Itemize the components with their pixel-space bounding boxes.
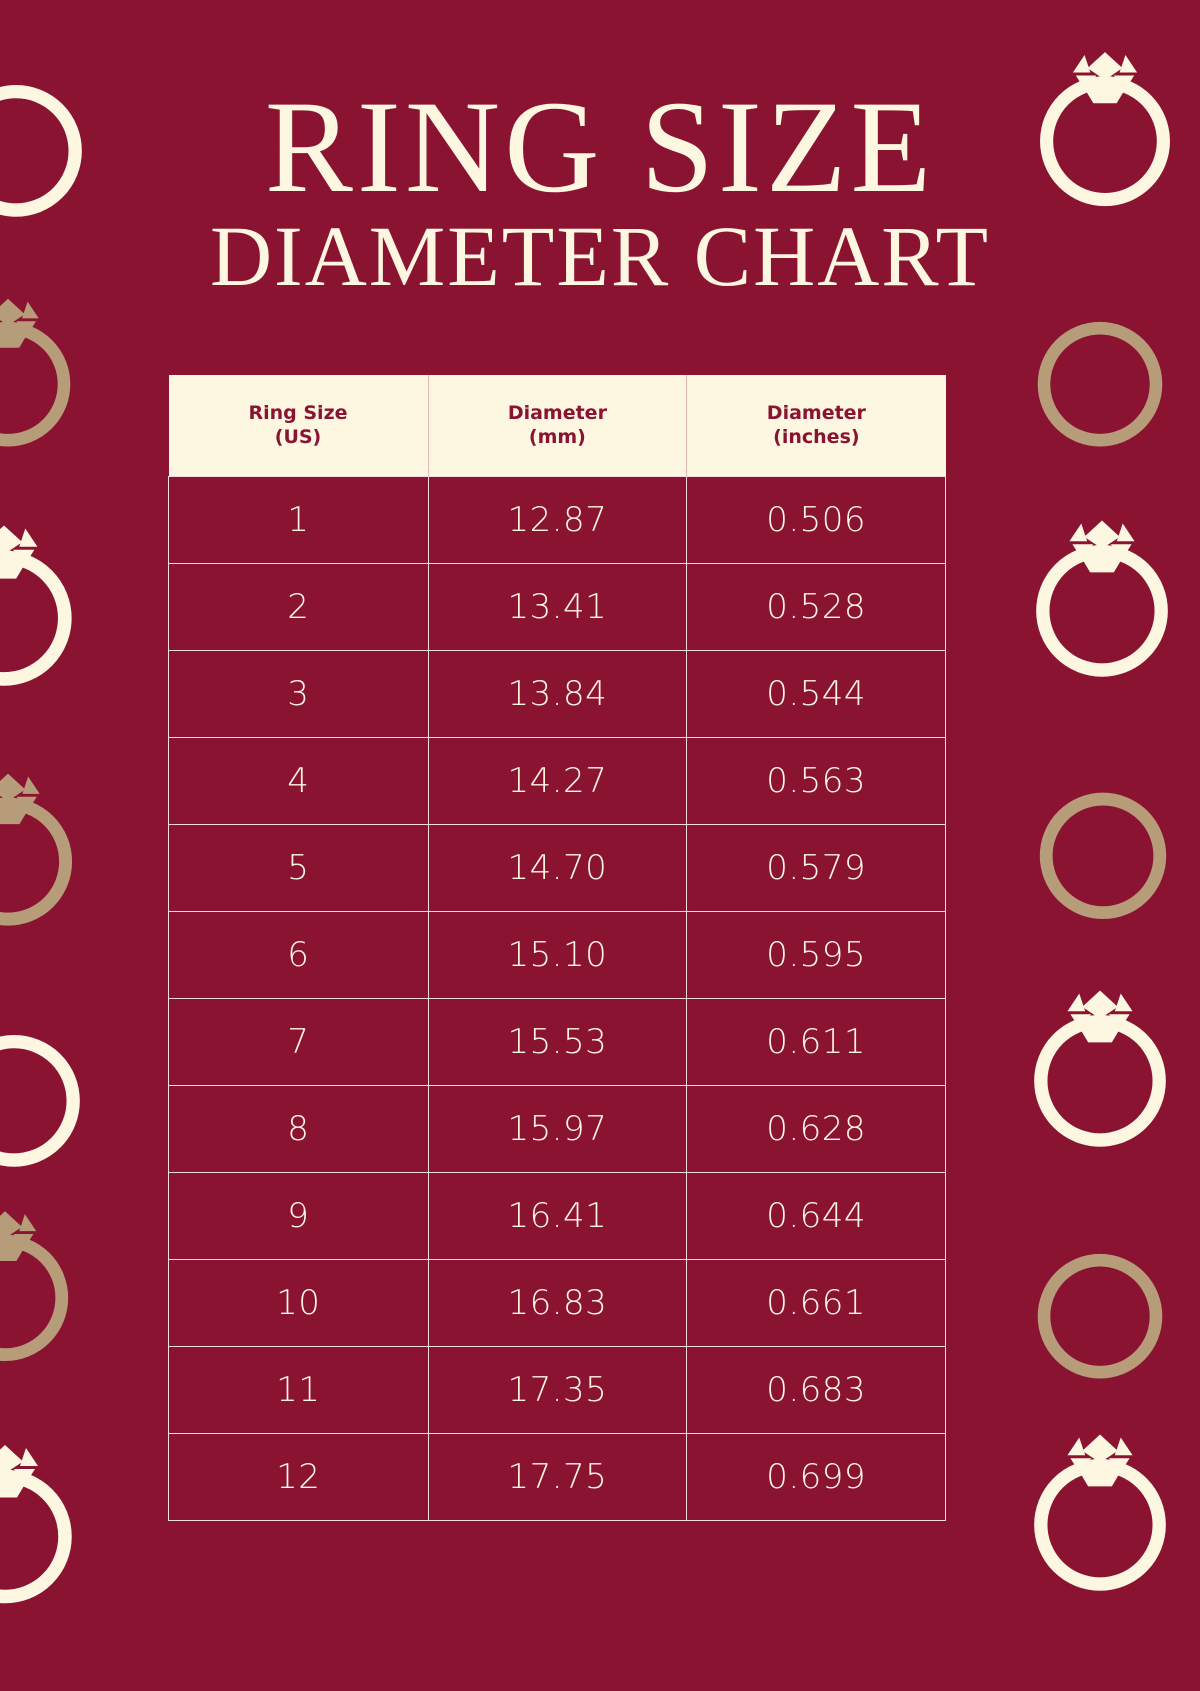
diameter-inches-cell: 0.595 (686, 910, 946, 999)
diameter-inches-cell: 0.611 (686, 997, 946, 1086)
column-header-diameter-mm-line2: (mm) (528, 426, 586, 449)
diameter-inches-cell: 0.661 (686, 1258, 946, 1347)
table-row: 11 17.35 0.683 (168, 1345, 946, 1434)
diameter-mm-cell: 12.87 (427, 475, 688, 564)
diameter-inches-cell: 0.544 (686, 649, 946, 738)
column-header-diameter-mm-line1: Diameter (507, 402, 607, 424)
table-row: 7 15.53 0.611 (168, 997, 946, 1086)
column-header-ring-size-line1: Ring Size (248, 402, 348, 424)
diameter-mm-cell: 13.84 (427, 649, 688, 738)
column-header-ring-size: Ring Size (US) (168, 375, 429, 477)
page-title: RING SIZE DIAMETER CHART (0, 73, 1200, 305)
table-row: 3 13.84 0.544 (168, 649, 946, 738)
title-line-2: DIAMETER CHART (209, 208, 991, 305)
title-line-1: RING SIZE (264, 73, 936, 220)
table-row: 1 12.87 0.506 (168, 475, 946, 564)
diameter-inches-cell: 0.699 (686, 1432, 946, 1521)
table-row: 5 14.70 0.579 (168, 823, 946, 912)
column-header-diameter-inches-line1: Diameter (766, 402, 866, 424)
ring-size-cell: 4 (168, 736, 429, 825)
ring-size-cell: 6 (168, 910, 429, 999)
ring-size-cell: 7 (168, 997, 429, 1086)
table-row: 10 16.83 0.661 (168, 1258, 946, 1347)
table-row: 12 17.75 0.699 (168, 1432, 946, 1521)
column-header-diameter-inches-line2: (inches) (773, 426, 860, 449)
diameter-inches-cell: 0.528 (686, 562, 946, 651)
diameter-mm-cell: 17.75 (427, 1432, 688, 1521)
table-row: 2 13.41 0.528 (168, 562, 946, 651)
column-header-diameter-inches: Diameter (inches) (686, 375, 946, 477)
ring-size-cell: 11 (168, 1345, 429, 1434)
table-header-row: Ring Size (US) Diameter (mm) Diameter (i… (168, 375, 946, 477)
table-row: 9 16.41 0.644 (168, 1171, 946, 1260)
diameter-mm-cell: 17.35 (427, 1345, 688, 1434)
table-header: Ring Size (US) Diameter (mm) Diameter (i… (168, 375, 946, 477)
ring-size-table-container: Ring Size (US) Diameter (mm) Diameter (i… (168, 375, 946, 1521)
ring-size-cell: 12 (168, 1432, 429, 1521)
diameter-mm-cell: 16.83 (427, 1258, 688, 1347)
diameter-mm-cell: 15.97 (427, 1084, 688, 1173)
table-row: 4 14.27 0.563 (168, 736, 946, 825)
diameter-inches-cell: 0.579 (686, 823, 946, 912)
table-row: 8 15.97 0.628 (168, 1084, 946, 1173)
ring-size-cell: 3 (168, 649, 429, 738)
column-header-diameter-mm: Diameter (mm) (427, 375, 688, 477)
diameter-inches-cell: 0.644 (686, 1171, 946, 1260)
diameter-mm-cell: 14.27 (427, 736, 688, 825)
ring-size-cell: 2 (168, 562, 429, 651)
diameter-mm-cell: 15.10 (427, 910, 688, 999)
diameter-mm-cell: 16.41 (427, 1171, 688, 1260)
diameter-mm-cell: 14.70 (427, 823, 688, 912)
column-header-ring-size-line2: (US) (274, 426, 322, 449)
ring-size-table: Ring Size (US) Diameter (mm) Diameter (i… (168, 375, 946, 1521)
diameter-mm-cell: 13.41 (427, 562, 688, 651)
table-row: 6 15.10 0.595 (168, 910, 946, 999)
diameter-inches-cell: 0.683 (686, 1345, 946, 1434)
ring-size-cell: 1 (168, 475, 429, 564)
ring-size-cell: 10 (168, 1258, 429, 1347)
diameter-inches-cell: 0.506 (686, 475, 946, 564)
ring-size-cell: 9 (168, 1171, 429, 1260)
table-body: 1 12.87 0.506 2 13.41 0.528 3 13.84 0.544 4 14.27 0… (168, 475, 946, 1521)
diameter-inches-cell: 0.563 (686, 736, 946, 825)
ring-size-cell: 5 (168, 823, 429, 912)
ring-size-cell: 8 (168, 1084, 429, 1173)
diameter-mm-cell: 15.53 (427, 997, 688, 1086)
diameter-inches-cell: 0.628 (686, 1084, 946, 1173)
